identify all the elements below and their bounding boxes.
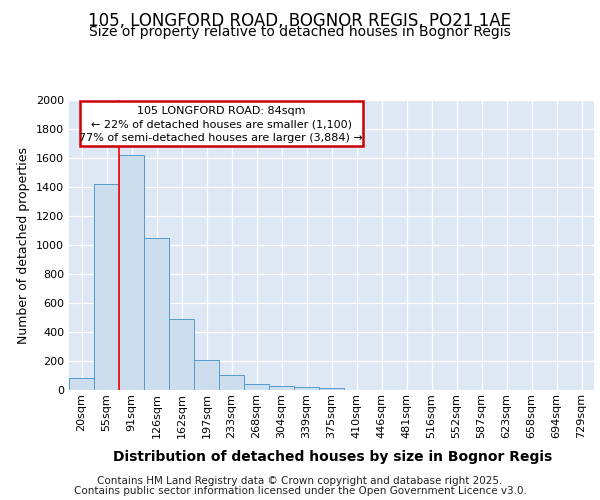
Bar <box>319 388 344 390</box>
Bar <box>194 360 219 390</box>
Text: Size of property relative to detached houses in Bognor Regis: Size of property relative to detached ho… <box>89 25 511 39</box>
FancyBboxPatch shape <box>79 102 363 146</box>
Bar <box>169 319 194 390</box>
Bar <box>119 155 144 390</box>
Bar <box>294 387 319 390</box>
Bar <box>144 238 169 390</box>
Text: 105, LONGFORD ROAD, BOGNOR REGIS, PO21 1AE: 105, LONGFORD ROAD, BOGNOR REGIS, PO21 1… <box>89 12 511 30</box>
Y-axis label: Number of detached properties: Number of detached properties <box>17 146 31 344</box>
Bar <box>269 386 294 390</box>
Text: ← 22% of detached houses are smaller (1,100): ← 22% of detached houses are smaller (1,… <box>91 120 352 130</box>
Bar <box>94 184 119 390</box>
Text: 105 LONGFORD ROAD: 84sqm: 105 LONGFORD ROAD: 84sqm <box>137 106 305 117</box>
Bar <box>219 375 244 390</box>
Text: 77% of semi-detached houses are larger (3,884) →: 77% of semi-detached houses are larger (… <box>79 134 363 143</box>
Text: Distribution of detached houses by size in Bognor Regis: Distribution of detached houses by size … <box>113 450 553 464</box>
Text: Contains public sector information licensed under the Open Government Licence v3: Contains public sector information licen… <box>74 486 526 496</box>
Text: Contains HM Land Registry data © Crown copyright and database right 2025.: Contains HM Land Registry data © Crown c… <box>97 476 503 486</box>
Bar <box>69 378 94 390</box>
Bar <box>244 384 269 390</box>
